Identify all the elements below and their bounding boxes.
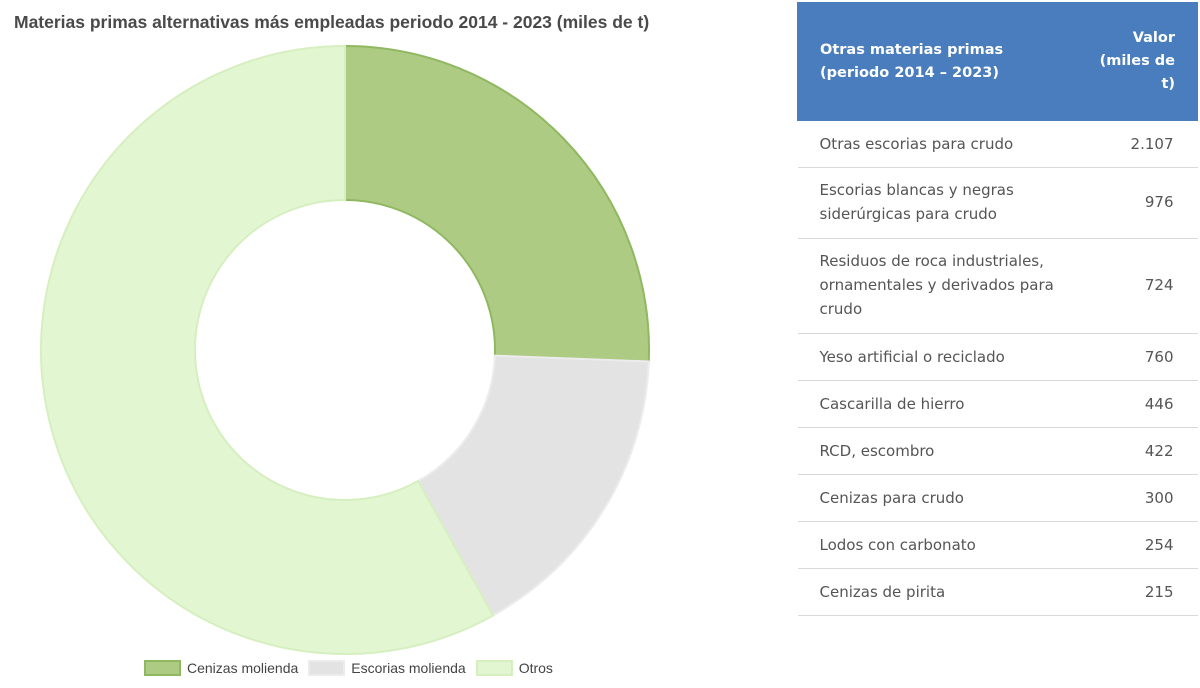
legend-label: Cenizas molienda [187, 660, 299, 676]
chart-title: Materias primas alternativas más emplead… [14, 12, 650, 32]
cell-value: 215 [1087, 568, 1198, 616]
table-row: RCD, escombro 422 [797, 427, 1198, 475]
cell-name: Residuos de roca industriales, ornamenta… [797, 238, 1088, 334]
cell-name: Yeso artificial o reciclado [797, 333, 1088, 381]
table-row: Otras escorias para crudo 2.107 [797, 120, 1198, 168]
legend-swatch [475, 660, 513, 676]
column-header-value: Valor (miles de t) [1087, 2, 1198, 121]
cell-value: 2.107 [1087, 120, 1198, 168]
cell-value: 724 [1087, 238, 1198, 334]
cell-value: 300 [1087, 474, 1198, 522]
legend-label: Otros [518, 660, 553, 676]
cell-value: 254 [1087, 521, 1198, 569]
table-row: Lodos con carbonato 254 [797, 521, 1198, 569]
legend-item-cenizas-molienda[interactable]: Cenizas molienda [144, 660, 298, 676]
cell-name: Lodos con carbonato [797, 521, 1088, 569]
cell-name: RCD, escombro [797, 427, 1088, 475]
table-row: Yeso artificial o reciclado 760 [797, 333, 1198, 381]
cell-name: Cenizas para crudo [797, 474, 1088, 522]
cell-value: 422 [1087, 427, 1198, 475]
chart-legend: Cenizas molienda Escorias molienda Otros [144, 660, 563, 676]
legend-item-escorias-molienda[interactable]: Escorias molienda [308, 660, 466, 676]
donut-slice-escorias-molienda[interactable] [416, 354, 650, 617]
legend-swatch [308, 660, 346, 676]
table-row: Cascarilla de hierro 446 [797, 380, 1198, 428]
cell-name: Escorias blancas y negras siderúrgicas p… [797, 167, 1088, 239]
table-row: Cenizas para crudo 300 [797, 474, 1198, 522]
table-row: Residuos de roca industriales, ornamenta… [797, 238, 1198, 334]
column-header-name: Otras materias primas (periodo 2014 – 20… [797, 2, 1088, 121]
cell-value: 446 [1087, 380, 1198, 428]
legend-label: Escorias molienda [351, 660, 466, 676]
donut-slice-cenizas-molienda[interactable] [344, 44, 650, 363]
cell-name: Cascarilla de hierro [797, 380, 1088, 428]
cell-name: Cenizas de pirita [797, 568, 1088, 616]
cell-name: Otras escorias para crudo [797, 120, 1088, 168]
cell-value: 976 [1087, 167, 1198, 239]
table-row: Cenizas de pirita 215 [797, 568, 1198, 616]
table-header-row: Otras materias primas (periodo 2014 – 20… [797, 2, 1198, 121]
cell-value: 760 [1087, 333, 1198, 381]
legend-swatch [144, 660, 181, 676]
donut-slice-otros[interactable] [40, 44, 495, 655]
table-row: Escorias blancas y negras siderúrgicas p… [797, 167, 1198, 239]
legend-item-otros[interactable]: Otros [475, 660, 553, 676]
materias-primas-table: Otras materias primas (periodo 2014 – 20… [797, 2, 1198, 616]
donut-chart [40, 44, 650, 655]
